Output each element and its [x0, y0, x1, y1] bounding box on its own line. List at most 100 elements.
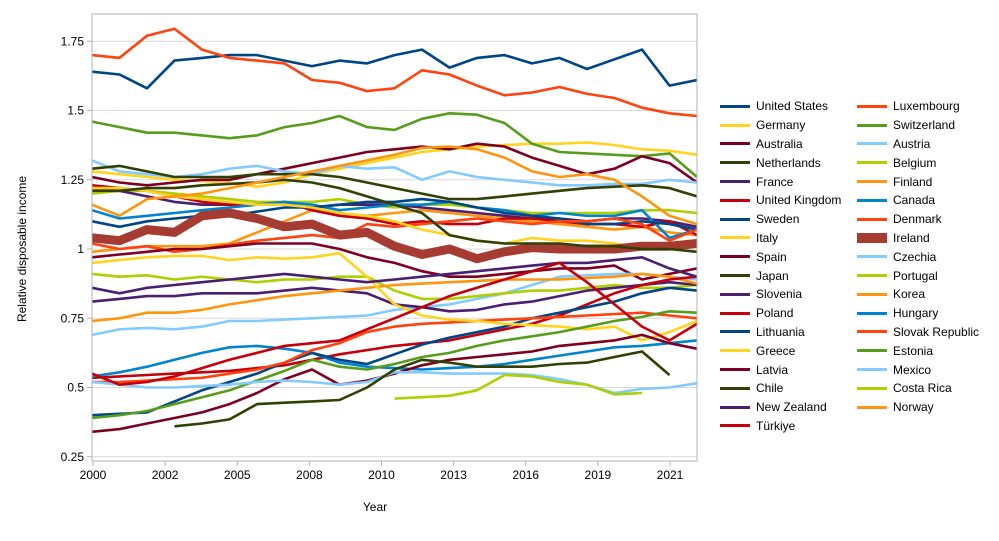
- legend-item-chile: Chile: [720, 379, 857, 398]
- legend-item-japan: Japan: [720, 266, 857, 285]
- legend-label: Italy: [756, 230, 779, 245]
- legend-label: Mexico: [893, 362, 932, 377]
- legend-label: Denmark: [893, 212, 942, 227]
- legend-item-spain: Spain: [720, 247, 857, 266]
- series-line-netherlands: [92, 164, 697, 201]
- legend-swatch: [857, 368, 887, 372]
- series-line-italy: [92, 186, 697, 251]
- legend-swatch: [720, 330, 750, 334]
- series-line-slovak-republic: [92, 311, 697, 384]
- legend-item-slovenia: Slovenia: [720, 285, 857, 304]
- series-line-australia: [92, 142, 697, 187]
- chart-legend: United States Luxembourg Germany Switzerlan…: [720, 97, 999, 435]
- legend-label: Portugal: [893, 268, 938, 283]
- plot-border: [91, 13, 698, 462]
- legend-item-italy: Italy: [720, 229, 857, 248]
- series-line-costa-rica: [394, 373, 643, 400]
- x-axis-title: Year: [362, 500, 388, 514]
- x-tick-label: 2021: [657, 468, 684, 482]
- legend-swatch: [857, 255, 887, 259]
- legend-item-united-states: United States: [720, 97, 857, 116]
- legend-label: Estonia: [893, 343, 934, 358]
- legend-label: Germany: [756, 118, 806, 133]
- y-tick-label: 1: [77, 242, 84, 256]
- x-tick-label: 2013: [440, 468, 467, 482]
- series-line-spain: [92, 242, 697, 281]
- legend-swatch: [857, 180, 887, 184]
- series-line-lithuania: [92, 286, 697, 417]
- series-line-chile: [174, 350, 671, 428]
- legend-item-australia: Australia: [720, 135, 857, 154]
- legend-label: Finland: [893, 174, 933, 189]
- x-tick-label: 2016: [512, 468, 539, 482]
- legend-item-estonia: Estonia: [857, 341, 999, 360]
- series-line-hungary: [92, 339, 697, 378]
- legend-swatch: [720, 311, 750, 315]
- legend-swatch: [720, 274, 750, 278]
- legend-swatch: [720, 386, 750, 390]
- legend-label: Austria: [893, 136, 931, 151]
- legend-item-lithuania: Lithuania: [720, 323, 857, 342]
- legend-swatch: [720, 405, 750, 409]
- legend-label: Sweden: [756, 212, 800, 227]
- series-line-czechia: [92, 272, 697, 337]
- legend-label: Japan: [756, 268, 789, 283]
- legend-swatch: [857, 161, 887, 165]
- legend-label: France: [756, 174, 794, 189]
- series-line-united-states: [92, 48, 697, 90]
- legend-label: Netherlands: [756, 155, 821, 170]
- legend-label: Türkiye: [756, 418, 796, 433]
- series-line-greece: [92, 251, 697, 342]
- legend-swatch: [720, 424, 750, 428]
- series-line-switzerland: [92, 112, 697, 178]
- series-line-japan: [92, 178, 697, 254]
- y-axis-title: Relative disposable income: [15, 175, 29, 323]
- legend-item-czechia: Czechia: [857, 247, 999, 266]
- legend-item-finland: Finland: [857, 172, 999, 191]
- legend-label: United States: [756, 99, 829, 114]
- legend-item-denmark: Denmark: [857, 210, 999, 229]
- legend-label: Slovak Republic: [893, 324, 980, 339]
- legend-swatch: [857, 217, 887, 221]
- legend-swatch: [720, 236, 750, 240]
- x-tick-label: 2002: [152, 468, 179, 482]
- legend-item-netherlands: Netherlands: [720, 153, 857, 172]
- legend-label: Lithuania: [756, 324, 805, 339]
- legend-label: Chile: [756, 381, 784, 396]
- x-tick-label: 2005: [224, 468, 251, 482]
- series-line-ireland: [92, 208, 697, 264]
- legend-label: Canada: [893, 193, 936, 208]
- legend-swatch: [857, 292, 887, 296]
- y-tick-label: 0.5: [67, 381, 84, 395]
- series-line-t-rkiye: [92, 261, 697, 386]
- legend-swatch: [720, 142, 750, 146]
- legend-swatch: [720, 104, 750, 108]
- legend-swatch: [720, 292, 750, 296]
- legend-label: Switzerland: [893, 118, 956, 133]
- series-line-norway: [92, 145, 697, 226]
- y-tick-label: 1.75: [61, 34, 85, 48]
- legend-label: Costa Rica: [893, 381, 952, 396]
- series-line-mexico: [92, 371, 697, 395]
- legend-swatch: [720, 180, 750, 184]
- legend-item-t-rkiye: Türkiye: [720, 417, 857, 436]
- legend-item-mexico: Mexico: [857, 360, 999, 379]
- legend-item-france: France: [720, 172, 857, 191]
- legend-swatch: [720, 217, 750, 221]
- legend-item-ireland: Ireland: [857, 229, 999, 248]
- legend-item-sweden: Sweden: [720, 210, 857, 229]
- legend-swatch: [857, 349, 887, 353]
- legend-label: Australia: [756, 136, 803, 151]
- series-line-austria: [92, 159, 697, 187]
- legend-swatch: [720, 198, 750, 202]
- legend-swatch: [857, 104, 887, 108]
- legend-label: Slovenia: [756, 287, 803, 302]
- x-tick-label: 2019: [585, 468, 612, 482]
- legend-label: Ireland: [893, 230, 930, 245]
- series-line-estonia: [92, 310, 697, 420]
- legend-item-hungary: Hungary: [857, 304, 999, 323]
- legend-label: Poland: [756, 306, 794, 321]
- legend-item-belgium: Belgium: [857, 153, 999, 172]
- y-tick-label: 1.5: [67, 104, 84, 118]
